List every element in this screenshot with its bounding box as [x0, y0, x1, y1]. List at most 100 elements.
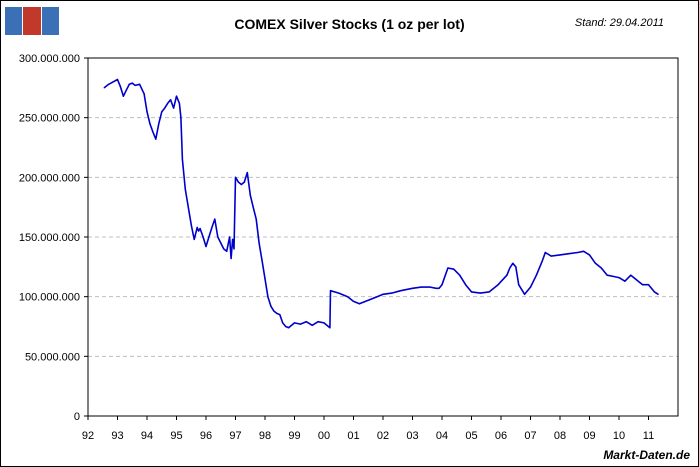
data-point	[264, 278, 266, 280]
x-tick-label: 08	[554, 430, 566, 442]
logo-cell	[23, 7, 41, 35]
data-point	[178, 102, 180, 104]
data-point	[131, 82, 133, 84]
data-point	[243, 181, 245, 183]
chart-logo-icon	[5, 7, 59, 35]
data-point	[291, 324, 293, 326]
data-point	[529, 286, 532, 288]
data-point	[246, 172, 248, 174]
data-point	[347, 296, 349, 298]
data-point	[470, 291, 473, 293]
data-point	[226, 250, 228, 252]
data-point	[234, 176, 237, 178]
x-tick-label: 96	[200, 430, 212, 442]
data-point	[506, 274, 508, 276]
data-point	[230, 257, 232, 260]
data-point	[119, 86, 121, 88]
data-point	[125, 89, 127, 91]
x-tick-label: 09	[583, 430, 595, 442]
data-point	[158, 123, 160, 125]
data-point	[149, 123, 151, 125]
data-point	[236, 179, 238, 181]
data-point	[267, 296, 269, 298]
data-point	[232, 238, 234, 240]
data-point	[270, 305, 272, 307]
data-point	[400, 290, 402, 292]
data-point	[205, 245, 207, 248]
data-point	[258, 242, 260, 244]
data-point	[329, 327, 331, 329]
data-point	[618, 277, 620, 279]
data-point	[261, 260, 263, 262]
data-point	[329, 290, 332, 292]
data-point	[108, 83, 110, 85]
data-point	[459, 274, 461, 276]
data-point	[541, 260, 543, 262]
y-tick-label: 50.000.000	[25, 351, 80, 363]
x-tick-label: 97	[229, 430, 241, 442]
y-tick-label: 0	[74, 411, 80, 423]
data-point	[550, 255, 552, 257]
y-tick-label: 100.000.000	[19, 292, 80, 304]
data-point	[293, 322, 296, 324]
x-tick-label: 02	[377, 430, 389, 442]
data-point	[518, 284, 520, 286]
data-point	[438, 287, 440, 289]
data-point	[559, 254, 561, 256]
x-tick-label: 95	[170, 430, 182, 442]
x-tick-label: 11	[643, 430, 654, 442]
data-point	[429, 286, 431, 288]
data-point	[146, 111, 148, 113]
data-point	[465, 284, 467, 286]
x-tick-label: 99	[288, 430, 300, 442]
x-tick-label: 94	[141, 430, 153, 442]
data-point	[180, 117, 182, 119]
data-point	[512, 262, 514, 264]
data-point	[134, 84, 136, 86]
data-point	[633, 277, 635, 279]
data-point	[155, 138, 157, 140]
data-point	[441, 284, 443, 286]
y-tick-label: 300.000.000	[19, 53, 80, 65]
data-point	[167, 102, 169, 104]
data-point	[252, 206, 254, 208]
data-point	[411, 287, 414, 289]
x-tick-label: 00	[318, 430, 330, 442]
data-point	[606, 274, 608, 276]
data-point	[198, 230, 200, 232]
plot-area	[87, 57, 679, 417]
data-point	[642, 284, 644, 286]
data-point	[323, 322, 325, 324]
data-point	[367, 299, 369, 301]
x-tick-label: 93	[111, 430, 123, 442]
data-point	[276, 312, 278, 314]
data-point	[630, 274, 632, 276]
data-point	[223, 248, 225, 250]
data-point	[193, 238, 195, 240]
data-point	[577, 251, 579, 254]
data-point	[317, 321, 319, 323]
data-point	[233, 248, 235, 250]
data-point	[420, 286, 422, 288]
data-point	[112, 81, 114, 83]
data-point	[208, 236, 210, 238]
data-point	[382, 293, 384, 295]
data-point	[515, 266, 517, 268]
y-tick-label: 150.000.000	[19, 232, 80, 244]
x-tick-label: 03	[406, 430, 418, 442]
x-tick-label: 10	[613, 430, 625, 442]
data-point	[624, 280, 626, 282]
data-point	[600, 267, 602, 269]
data-point	[152, 131, 154, 133]
data-point	[217, 236, 219, 238]
data-point	[128, 83, 130, 85]
data-point	[568, 253, 570, 255]
data-point	[497, 284, 499, 286]
date-stamp: Stand: 29.04.2011	[574, 17, 664, 29]
data-point	[187, 206, 189, 208]
data-point	[358, 303, 360, 305]
data-point	[116, 78, 119, 81]
x-tick-label: 98	[259, 430, 271, 442]
